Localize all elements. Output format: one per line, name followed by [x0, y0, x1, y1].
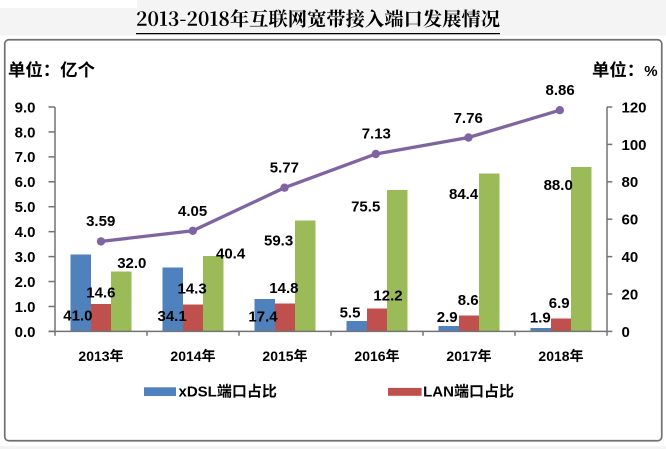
- svg-text:1.0: 1.0: [15, 299, 36, 316]
- svg-text:2015: 2015: [262, 348, 293, 364]
- svg-text:8.6: 8.6: [458, 292, 479, 309]
- svg-text:5.77: 5.77: [270, 159, 299, 176]
- svg-text:LAN: LAN: [423, 384, 454, 401]
- svg-text:2016: 2016: [354, 348, 385, 364]
- svg-text:20: 20: [622, 286, 639, 303]
- svg-text:60: 60: [622, 212, 639, 229]
- svg-text:14.8: 14.8: [269, 280, 298, 297]
- svg-text:40: 40: [622, 249, 639, 266]
- svg-text:41.0: 41.0: [63, 308, 92, 325]
- svg-text:%: %: [644, 63, 657, 80]
- svg-text:32.0: 32.0: [117, 255, 146, 272]
- svg-text:100: 100: [622, 137, 647, 154]
- svg-text:9.0: 9.0: [15, 99, 36, 116]
- svg-text:34.1: 34.1: [157, 308, 186, 325]
- svg-text:0: 0: [622, 324, 630, 341]
- svg-text:8.86: 8.86: [545, 82, 574, 99]
- svg-text:7.13: 7.13: [362, 126, 391, 143]
- svg-text:14.6: 14.6: [86, 284, 115, 301]
- svg-text:2.0: 2.0: [15, 274, 36, 291]
- svg-text:2.9: 2.9: [437, 309, 458, 326]
- svg-text:12.2: 12.2: [373, 287, 402, 304]
- svg-text:2014: 2014: [170, 348, 201, 364]
- svg-text:2018: 2018: [538, 348, 569, 364]
- svg-text:17.4: 17.4: [248, 308, 278, 325]
- svg-text:59.3: 59.3: [264, 232, 293, 249]
- svg-text:1.9: 1.9: [530, 309, 551, 326]
- svg-text:75.5: 75.5: [351, 198, 380, 215]
- svg-text:2017: 2017: [446, 348, 477, 364]
- svg-text:3.59: 3.59: [86, 213, 115, 230]
- svg-text:5.0: 5.0: [15, 199, 36, 216]
- svg-text:7.0: 7.0: [15, 149, 36, 166]
- svg-text:80: 80: [622, 174, 639, 191]
- svg-text:6.9: 6.9: [549, 295, 570, 312]
- svg-text:14.3: 14.3: [177, 280, 206, 297]
- svg-text:xDSL: xDSL: [179, 384, 217, 401]
- svg-text:0.0: 0.0: [15, 324, 36, 341]
- svg-text:4.05: 4.05: [178, 203, 207, 220]
- svg-text:120: 120: [622, 99, 647, 116]
- svg-text:4.0: 4.0: [15, 224, 36, 241]
- svg-text:6.0: 6.0: [15, 174, 36, 191]
- svg-text:84.4: 84.4: [449, 186, 479, 203]
- svg-text:7.76: 7.76: [454, 110, 483, 127]
- svg-text:3.0: 3.0: [15, 249, 36, 266]
- svg-text:5.5: 5.5: [340, 304, 361, 321]
- svg-text:88.0: 88.0: [544, 177, 573, 194]
- svg-text:40.4: 40.4: [216, 246, 246, 263]
- svg-text:2013: 2013: [78, 348, 109, 364]
- svg-text:8.0: 8.0: [15, 124, 36, 141]
